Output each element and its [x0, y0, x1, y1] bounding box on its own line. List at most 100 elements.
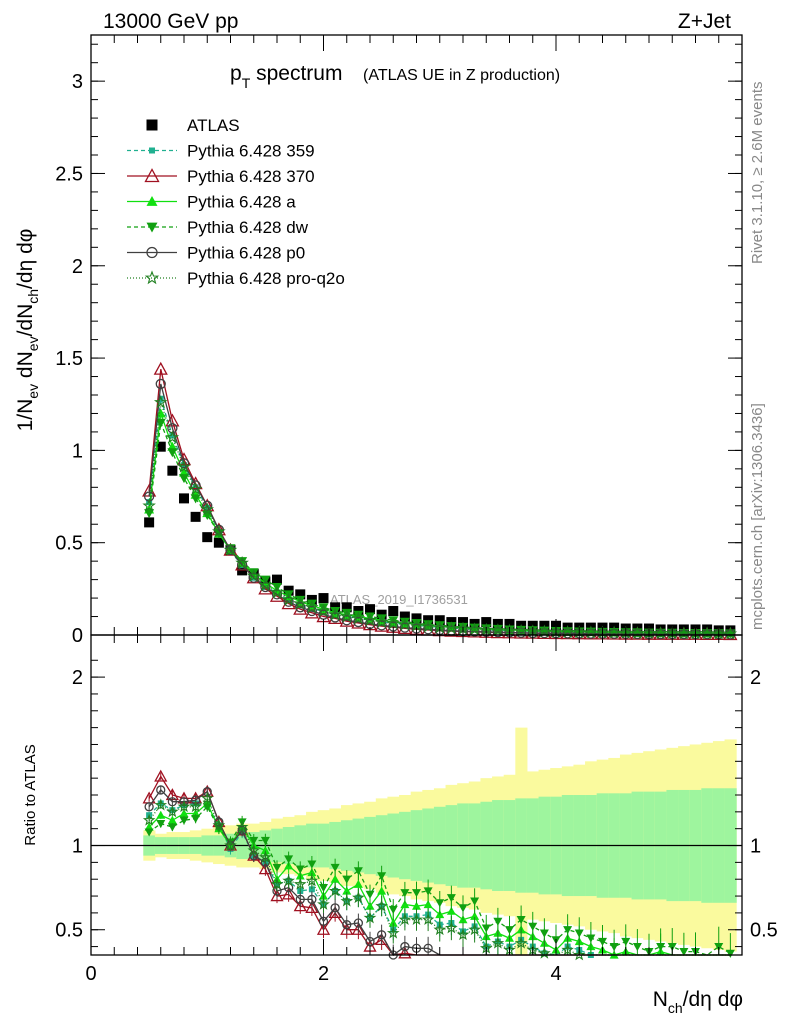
main-data-point — [353, 610, 364, 620]
main-data-point — [481, 617, 492, 628]
main-data-point — [157, 395, 164, 402]
main-data-point — [144, 517, 155, 528]
ratio-ytick-label: 0.5 — [55, 920, 83, 942]
main-data-point — [398, 617, 412, 631]
ratio-data-point — [305, 900, 319, 913]
ratio-data-point — [423, 887, 433, 896]
legend-item: Pythia 6.428 pro-q2o — [127, 269, 345, 288]
main-data-point — [306, 605, 318, 617]
main-data-point — [190, 511, 201, 522]
main-data-point — [144, 509, 155, 519]
main-data-point — [188, 476, 203, 490]
ratio-data-point — [200, 791, 214, 804]
xtick-label: 2 — [318, 963, 329, 985]
legend-item: Pythia 6.428 370 — [127, 167, 315, 186]
ratio-data-point — [144, 802, 154, 812]
main-ytick-label: 3 — [72, 71, 83, 93]
ratio-data-point — [212, 818, 226, 831]
ratio-ylabel: Ratio to ATLAS — [22, 744, 39, 845]
ratio-data-point — [410, 912, 423, 926]
main-data-point — [167, 448, 178, 458]
xtick-label: 4 — [550, 963, 561, 985]
main-data-point — [516, 625, 527, 635]
ratio-data-point — [609, 942, 619, 952]
ratio-data-point — [656, 942, 666, 952]
ratio-data-point — [154, 769, 168, 782]
main-data-point — [204, 504, 211, 511]
main-data-point — [316, 603, 331, 617]
ratio-data-point — [260, 836, 270, 845]
ratio-data-point — [307, 860, 317, 869]
legend-marker — [149, 147, 155, 154]
main-data-point — [444, 621, 459, 635]
ratio-data-point — [319, 884, 328, 893]
ratio-xlabel: Nch/dη dφ — [653, 988, 743, 1016]
ratio-data-point — [433, 922, 447, 936]
ratio-data-point — [342, 875, 352, 884]
main-data-point — [341, 615, 352, 626]
main-data-point — [399, 622, 411, 633]
main-data-point — [295, 589, 306, 600]
main-data-point — [386, 616, 401, 630]
main-data-point — [223, 542, 238, 556]
ratio-data-point — [481, 924, 491, 933]
ratio-data-point — [260, 846, 270, 855]
main-data-point — [365, 612, 375, 622]
main-data-point — [376, 620, 387, 631]
legend-label: Pythia 6.428 pro-q2o — [187, 269, 345, 288]
ratio-series-5 — [142, 791, 731, 961]
main-data-point — [467, 622, 482, 636]
ratio-data-point — [167, 815, 177, 824]
ratio-data-point — [177, 800, 191, 813]
main-data-point — [723, 626, 738, 640]
ratio-data-point — [561, 943, 574, 956]
ratio-data-point — [167, 823, 177, 832]
ratio-data-point — [388, 905, 398, 915]
ratio-data-point — [317, 897, 330, 910]
ratio-data-point — [272, 863, 282, 872]
main-ytick-label: 1 — [72, 440, 83, 462]
main-data-point — [376, 614, 387, 624]
main-data-point — [271, 589, 283, 600]
main-data-point — [272, 574, 282, 585]
main-data-point — [469, 623, 480, 633]
ratio-data-point — [725, 949, 735, 958]
legend-item: Pythia 6.428 dw — [127, 218, 309, 237]
main-data-point — [235, 555, 249, 569]
main-data-point — [608, 628, 620, 639]
ratio-data-point — [412, 901, 421, 910]
ratio-data-point — [328, 884, 342, 897]
main-data-point — [514, 623, 528, 637]
main-data-point — [237, 557, 248, 567]
main-ytick-label: 2.5 — [55, 163, 83, 185]
legend-item: Pythia 6.428 a — [127, 193, 296, 212]
main-data-point — [515, 627, 527, 638]
ratio-data-point — [365, 890, 375, 899]
ratio-data-point — [330, 863, 340, 872]
ratio-data-point — [400, 889, 410, 898]
rivet-label: Rivet 3.1.10, ≥ 2.6M events — [749, 82, 766, 265]
main-data-point — [562, 628, 573, 639]
legend-marker — [144, 168, 160, 183]
ratio-data-point — [295, 865, 305, 874]
main-data-point — [155, 378, 166, 390]
ratio-data-point — [144, 828, 154, 837]
ratio-data-point — [514, 936, 528, 949]
ratio-data-point — [179, 816, 189, 825]
ratio-data-point — [445, 921, 458, 934]
ratio-data-point — [563, 926, 573, 935]
ratio-data-point — [621, 937, 631, 947]
ratio-data-point — [247, 843, 261, 856]
main-data-point — [212, 524, 226, 538]
main-data-point — [295, 595, 306, 605]
ratio-data-point — [270, 889, 284, 902]
legend-marker — [146, 196, 158, 206]
ratio-ytick-label-right: 1 — [750, 836, 761, 858]
ratio-data-point — [249, 836, 259, 845]
main-data-point — [341, 608, 352, 618]
ratio-data-point — [388, 918, 398, 927]
main-data-point — [293, 596, 308, 610]
ratio-data-point — [293, 877, 307, 890]
ratio-data-point — [202, 803, 212, 812]
ratio-data-point — [398, 912, 412, 926]
